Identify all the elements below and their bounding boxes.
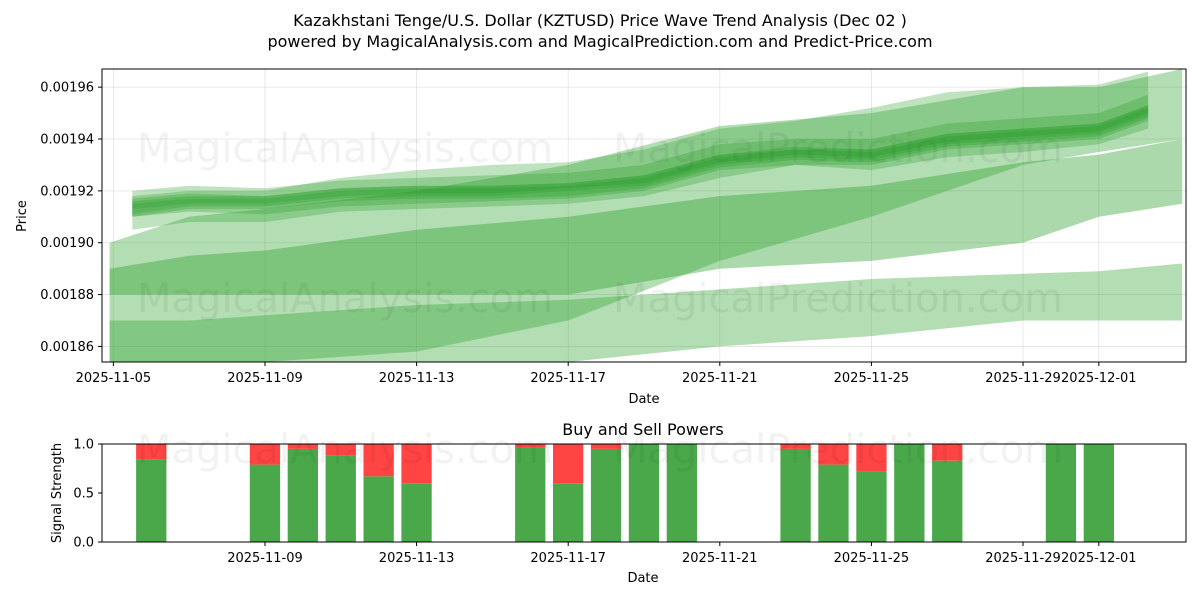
- price-band-core-3: [132, 105, 1149, 217]
- top-y-tick-label-0: 0.00186: [40, 340, 94, 355]
- buy-bar-16: [1045, 444, 1077, 542]
- sell-bar-4: [363, 444, 394, 477]
- buy-bar-2: [287, 448, 318, 542]
- top-x-tick-label-3: 2025-11-17: [530, 371, 606, 386]
- price-band-core-2: [132, 94, 1149, 217]
- buy-bar-4: [363, 476, 394, 542]
- buy-bar-1: [249, 464, 281, 542]
- buy-bar-11: [780, 448, 811, 542]
- bottom-x-tick-label-3: 2025-11-21: [682, 551, 758, 566]
- top-x-tick-label-0: 2025-11-05: [76, 371, 152, 386]
- bottom-y-tick-label-2: 1.0: [73, 438, 94, 453]
- top-y-tick-label-4: 0.00194: [40, 133, 94, 148]
- sell-bar-8: [590, 444, 622, 449]
- price-band-core-5: [132, 105, 1149, 209]
- bottom-watermarks: MagicalAnalysis.com MagicalPrediction.co…: [137, 427, 1063, 473]
- price-band-wide-lower: [109, 263, 1183, 362]
- watermark-prediction-1: MagicalPrediction.com: [613, 126, 1063, 172]
- price-band-wide-upper: [109, 69, 1183, 362]
- top-y-axis-label: Price: [15, 200, 30, 232]
- bottom-axes: 2025-11-09 2025-11-13 2025-11-17 2025-11-21…: [73, 438, 1136, 567]
- sell-bar-1: [249, 444, 281, 465]
- watermark-analysis-2: MagicalAnalysis.com: [137, 276, 553, 322]
- top-y-tick-label-3: 0.00192: [40, 184, 94, 199]
- buy-bar-6: [515, 447, 546, 542]
- bottom-x-tick-label-6: 2025-12-01: [1061, 551, 1137, 566]
- bottom-x-tick-label-1: 2025-11-13: [379, 551, 455, 566]
- price-bands: [109, 69, 1183, 362]
- top-x-tick-label-2: 2025-11-13: [379, 371, 455, 386]
- watermark-analysis-3: MagicalAnalysis.com: [137, 427, 553, 473]
- top-x-tick-label-5: 2025-11-25: [834, 371, 910, 386]
- sell-bar-0: [136, 444, 167, 460]
- buy-bar-13: [856, 471, 887, 542]
- buy-bar-0: [136, 459, 167, 542]
- top-x-tick-label-6: 2025-11-29: [985, 371, 1061, 386]
- buy-bar-14: [894, 444, 925, 542]
- top-x-axis-label: Date: [628, 392, 659, 407]
- bottom-y-tick-label-1: 0.5: [73, 487, 94, 502]
- sell-bar-12: [818, 444, 849, 465]
- bottom-x-tick-label-2: 2025-11-17: [530, 551, 606, 566]
- bottom-y-axis-label: Signal Strength: [50, 443, 65, 543]
- buy-bar-12: [818, 464, 849, 542]
- top-y-tick-label-5: 0.00196: [40, 81, 94, 96]
- bottom-x-tick-label-5: 2025-11-29: [985, 551, 1061, 566]
- buy-bar-17: [1083, 444, 1114, 542]
- chart-subtitle: powered by MagicalAnalysis.com and Magic…: [267, 32, 932, 51]
- sell-bar-3: [325, 444, 356, 456]
- top-plot-frame: [101, 68, 1187, 363]
- bottom-x-axis-label: Date: [627, 571, 658, 586]
- sell-bar-5: [401, 444, 432, 484]
- bottom-chart-title: Buy and Sell Powers: [562, 420, 724, 439]
- top-axes: 2025-11-05 2025-11-09 2025-11-13 2025-11-17…: [40, 81, 1136, 386]
- watermark-prediction-3: MagicalPrediction.com: [613, 427, 1063, 473]
- buy-bar-9: [628, 444, 660, 542]
- top-y-tick-label-2: 0.00190: [40, 236, 94, 251]
- watermark-prediction-2: MagicalPrediction.com: [613, 276, 1063, 322]
- top-x-tick-label-7: 2025-12-01: [1061, 371, 1137, 386]
- sell-bar-6: [515, 444, 546, 448]
- sell-bar-13: [856, 444, 887, 472]
- buy-bar-7: [553, 483, 584, 542]
- price-band-core-1: [132, 71, 1149, 230]
- sell-bar-7: [553, 444, 584, 484]
- signal-bars: [136, 444, 1114, 542]
- top-x-tick-label-1: 2025-11-09: [227, 371, 303, 386]
- sell-bar-2: [287, 444, 318, 449]
- buy-bar-5: [401, 483, 432, 542]
- buy-bar-8: [590, 448, 622, 542]
- buy-bar-15: [932, 460, 963, 542]
- sell-bar-11: [780, 444, 811, 449]
- sell-bar-15: [932, 444, 963, 461]
- top-grid: [102, 69, 1186, 362]
- watermark-analysis-1: MagicalAnalysis.com: [137, 126, 553, 172]
- price-band-core-4: [132, 107, 1149, 215]
- top-y-tick-label-1: 0.00188: [40, 288, 94, 303]
- bottom-x-tick-label-0: 2025-11-09: [227, 551, 303, 566]
- buy-bar-3: [325, 455, 356, 542]
- chart-title: Kazakhstani Tenge/U.S. Dollar (KZTUSD) P…: [293, 11, 907, 30]
- price-band-mid-channel: [109, 139, 1183, 295]
- top-x-tick-label-4: 2025-11-21: [682, 371, 758, 386]
- buy-bar-10: [666, 444, 697, 542]
- top-watermarks: MagicalAnalysis.com MagicalPrediction.co…: [137, 126, 1063, 322]
- bottom-x-tick-label-4: 2025-11-25: [834, 551, 910, 566]
- bottom-y-tick-label-0: 0.0: [73, 536, 94, 551]
